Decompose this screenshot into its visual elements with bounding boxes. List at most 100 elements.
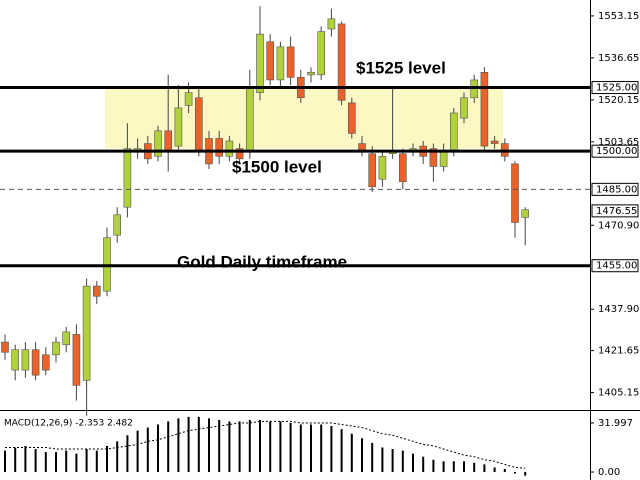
macd-bar (452, 461, 455, 473)
macd-bar (95, 450, 98, 473)
macd-title: MACD(12,26,9) -2.353 2.482 (4, 419, 133, 429)
candle-body (286, 46, 295, 78)
candle-body (174, 107, 183, 147)
candle-body (429, 148, 438, 167)
candle-body (347, 102, 356, 134)
y-tick-label: 1470.90 (598, 220, 639, 231)
candle-body (490, 140, 499, 144)
candle-body (52, 341, 60, 356)
macd-bar (85, 449, 88, 473)
candle-body (225, 140, 234, 157)
macd-bar (279, 421, 282, 473)
candle-body (123, 148, 132, 208)
level-label: 1455.00 (596, 261, 637, 272)
y-tick-label: 1520.15 (598, 95, 639, 106)
macd-bar (524, 472, 527, 476)
annotation: $1525 level (356, 58, 446, 77)
candle-body (11, 349, 19, 371)
level-label-box (591, 259, 639, 273)
macd-bar (269, 421, 272, 473)
macd-bar (371, 442, 374, 473)
candle-body (93, 285, 101, 297)
macd-bar (463, 461, 465, 473)
candle-body (1, 341, 9, 353)
macd-bar (197, 416, 200, 473)
macd-bar (422, 456, 425, 473)
y-tick-label: 1421.65 (598, 346, 639, 357)
level-label: 1525.00 (596, 83, 637, 94)
candle-body (521, 209, 530, 218)
candle-body (511, 163, 519, 223)
candle-body (378, 155, 387, 180)
candle-body (246, 87, 254, 152)
candle-body (256, 33, 264, 93)
macd-bar (310, 424, 312, 473)
macd-bar (136, 430, 139, 473)
level-label-box (591, 204, 639, 218)
level-label-box (591, 144, 639, 158)
annotation: $1500 level (232, 157, 322, 176)
candle-body (480, 71, 489, 147)
macd-bar (14, 447, 17, 473)
macd-bar (259, 419, 261, 473)
candle-body (317, 31, 326, 76)
macd-bar (473, 462, 476, 473)
macd-bar (75, 453, 78, 473)
macd-bar (248, 419, 251, 473)
annotation: Gold Daily timeframe (177, 252, 347, 271)
macd-bar (391, 449, 394, 473)
candle-body (31, 349, 40, 376)
macd-bar (167, 421, 170, 473)
macd-bar (483, 464, 486, 473)
y-tick-label: 31.997 (598, 418, 633, 429)
candle-body (195, 97, 203, 152)
macd-bar (34, 449, 37, 473)
candle-body (113, 214, 121, 236)
macd-bar (514, 472, 516, 474)
macd-bar (228, 421, 231, 473)
candle-body (235, 148, 244, 160)
macd-bar (340, 429, 343, 473)
y-tick-label: 1405.15 (598, 388, 639, 399)
macd-bar (503, 468, 506, 473)
macd-bar (442, 461, 445, 473)
candle-body (154, 130, 162, 157)
macd-bar (289, 422, 292, 473)
macd-bar (146, 427, 149, 473)
macd-bar (330, 426, 333, 473)
level-label: 1500.00 (596, 146, 637, 157)
candle-body (62, 331, 71, 345)
y-tick-label: 1437.90 (598, 304, 639, 315)
y-tick-label: 0.00 (598, 467, 620, 478)
macd-bar (4, 450, 6, 473)
candle-body (72, 334, 81, 386)
macd-bar (493, 467, 496, 473)
candle-body (82, 285, 91, 381)
candle-body (398, 153, 407, 183)
macd-bar (177, 418, 180, 473)
candle-body (184, 92, 193, 106)
y-tick-label: 1536.65 (598, 53, 639, 64)
y-tick-label: 1553.15 (598, 11, 639, 22)
macd-bar (401, 450, 404, 473)
macd-bar (361, 438, 363, 473)
macd-bar (412, 453, 414, 473)
candle-body (41, 354, 50, 371)
macd-bar (238, 421, 241, 473)
level-label: 1485.00 (596, 184, 637, 195)
macd-bar (157, 424, 159, 473)
macd-bar (55, 452, 57, 473)
level-label-box (591, 81, 639, 95)
candle-body (21, 349, 30, 371)
macd-bar (187, 416, 190, 473)
macd-bar (208, 418, 210, 473)
macd-bar (24, 445, 27, 473)
level-label: 1476.55 (596, 206, 637, 217)
candle-body (439, 150, 448, 167)
macd-bar (218, 419, 221, 473)
macd-bar (432, 459, 435, 473)
macd-bar (126, 435, 129, 473)
macd-bar (320, 424, 323, 473)
macd-bar (44, 452, 47, 473)
